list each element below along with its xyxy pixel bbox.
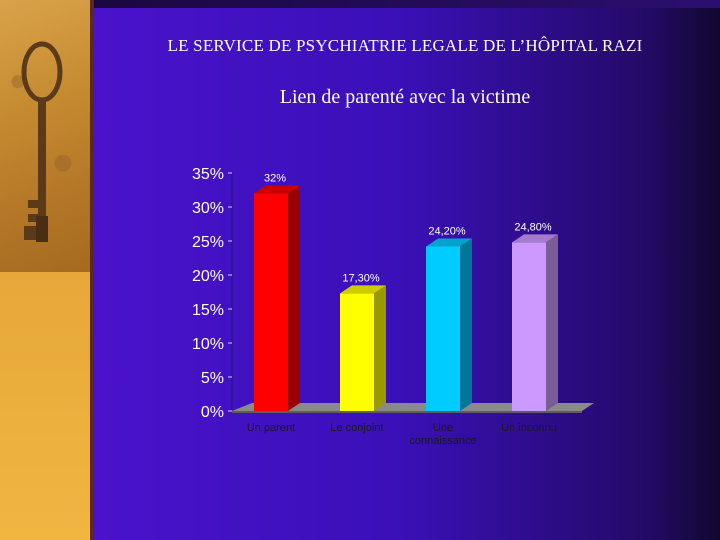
bar-chart: 0% 5% 10% 15% 20% 25% 30% 35% 32% Un parent 17,30… [192,166,594,447]
chart-labels: 32% Un parent 17,30% Le conjoint 24,20% Une co… [247,172,557,447]
y-tick-label: 0% [201,404,224,421]
key-photo [0,0,90,272]
left-rule [90,0,94,540]
chart-floor-plane [232,403,594,411]
bar-top [426,238,472,247]
bar [426,238,472,411]
bar-front [426,246,460,411]
key-icon [21,41,63,242]
bar-front [254,193,288,411]
y-tick-label: 10% [192,336,224,353]
bar-top [254,185,300,194]
category-label: Une connaissance [409,422,476,447]
data-label: 24,80% [514,221,552,233]
data-label: 32% [264,172,286,184]
bar-top [340,285,386,294]
category-label: Un inconnu [501,422,557,434]
top-rule [90,0,720,8]
category-label: Un parent [247,422,295,434]
chart-floor-edge [232,411,582,413]
y-tick-label: 15% [192,302,224,319]
y-tick-label: 25% [192,234,224,251]
bar-front [340,293,374,411]
bar-side [460,238,472,411]
slide-title: LE SERVICE DE PSYCHIATRIE LEGALE DE L’HÔ… [167,36,643,55]
y-tick-label: 20% [192,268,224,285]
bar-top [512,234,558,243]
category-label: Le conjoint [330,422,383,434]
y-tick-label: 5% [201,370,224,387]
bar [512,234,558,411]
bar-front [512,242,546,411]
chart-bars [254,185,558,411]
y-tick-label: 30% [192,200,224,217]
sidebar-decoration [0,0,90,540]
bar-side [374,285,386,411]
bar-side [288,185,300,411]
bar [340,285,386,411]
data-label: 17,30% [342,272,380,284]
data-label: 24,20% [428,225,466,237]
chart-floor [232,403,594,413]
y-tick-label: 35% [192,166,224,183]
chart-axis: 0% 5% 10% 15% 20% 25% 30% 35% [192,166,233,421]
bar [254,185,300,411]
slide-subtitle: Lien de parenté avec la victime [279,86,531,108]
bar-side [546,234,558,411]
